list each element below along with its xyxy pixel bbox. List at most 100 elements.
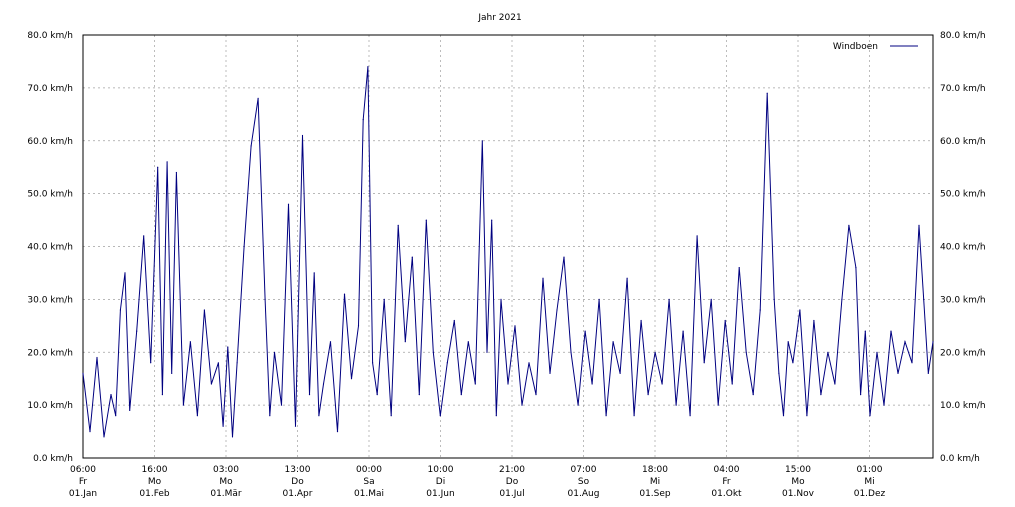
data-point — [308, 394, 311, 396]
y-tick-label-left: 70.0 km/h — [27, 84, 73, 94]
x-tick-label-day: Mo — [219, 477, 233, 487]
x-tick-label-day: Do — [506, 477, 519, 487]
data-point — [157, 166, 159, 168]
y-tick-label-right: 70.0 km/h — [940, 84, 986, 94]
data-point — [556, 309, 558, 311]
data-point — [119, 309, 121, 311]
data-point — [171, 372, 173, 374]
data-point — [612, 341, 614, 343]
x-tick-label-time: 13:00 — [285, 465, 311, 475]
data-point — [633, 415, 635, 417]
x-tick-label-day: Do — [291, 477, 304, 487]
x-tick-label-day: So — [578, 477, 590, 487]
data-point — [453, 319, 455, 322]
data-point — [103, 436, 105, 438]
data-point — [710, 298, 712, 300]
data-point — [273, 351, 276, 353]
x-tick-label-date: 01.Okt — [711, 489, 742, 499]
data-point — [619, 372, 621, 374]
data-point — [446, 362, 448, 364]
data-point — [404, 341, 406, 343]
x-tick-label-date: 01.Sep — [639, 489, 671, 499]
data-point — [696, 235, 698, 237]
data-point — [383, 298, 385, 300]
data-point — [654, 351, 656, 353]
data-point — [322, 383, 325, 385]
data-point — [329, 341, 332, 343]
x-tick-label-day: Fr — [79, 477, 88, 487]
x-tick-label-date: 01.Feb — [139, 489, 170, 499]
y-tick-label-left: 20.0 km/h — [27, 348, 73, 358]
data-point — [820, 394, 822, 396]
data-point — [491, 219, 493, 221]
x-tick-label-date: 01.Apr — [283, 489, 313, 499]
series-line-windboen — [82, 66, 934, 437]
data-point — [759, 309, 761, 311]
data-point — [860, 394, 862, 396]
data-point — [124, 272, 126, 274]
data-point — [203, 309, 205, 311]
x-tick-label-day: Fr — [722, 477, 731, 487]
data-point — [129, 409, 131, 411]
y-axis-left: 0.0 km/h 10.0 km/h 20.0 km/h 30.0 km/h 40.0 … — [27, 31, 73, 464]
data-point — [911, 362, 913, 364]
data-point — [752, 394, 754, 396]
data-point — [507, 383, 509, 385]
data-point — [640, 319, 642, 322]
data-point — [336, 431, 339, 433]
data-point — [813, 319, 815, 322]
y-tick-label-right: 50.0 km/h — [940, 190, 986, 200]
data-point — [932, 341, 934, 343]
x-tick-label-time: 07:00 — [571, 465, 597, 475]
data-point — [841, 298, 843, 300]
x-tick-label-time: 04:00 — [714, 465, 740, 475]
data-point — [96, 356, 98, 359]
data-point — [294, 425, 297, 427]
data-point — [787, 341, 789, 343]
x-tick-label-date: 01.Mär — [210, 489, 242, 499]
data-point — [217, 362, 219, 364]
data-point — [778, 372, 780, 374]
data-point — [577, 404, 579, 406]
data-point — [474, 383, 476, 385]
data-point — [411, 256, 413, 258]
data-point — [143, 235, 145, 237]
x-tick-label-time: 00:00 — [356, 465, 382, 475]
data-point — [535, 394, 537, 396]
data-point — [418, 394, 420, 396]
data-point — [390, 415, 392, 417]
data-point — [196, 415, 198, 417]
data-point — [210, 383, 212, 385]
data-point — [661, 383, 663, 385]
y-tick-label-left: 10.0 km/h — [27, 401, 73, 411]
data-point — [460, 394, 462, 396]
data-point — [731, 383, 733, 385]
data-point — [647, 394, 649, 396]
data-point — [82, 372, 84, 374]
x-tick-label-time: 15:00 — [785, 465, 811, 475]
series-group — [82, 66, 934, 438]
plot-frame — [82, 34, 934, 459]
data-point — [227, 346, 229, 348]
data-point — [257, 97, 259, 99]
data-point — [175, 171, 177, 174]
data-point — [738, 267, 740, 269]
data-point — [918, 224, 920, 226]
data-point — [250, 145, 252, 147]
data-point — [231, 436, 234, 438]
data-point — [598, 298, 600, 300]
data-point — [182, 404, 184, 406]
data-point — [486, 351, 488, 353]
x-tick-label-day: Sa — [363, 477, 374, 487]
x-tick-label-date: 01.Jan — [69, 489, 97, 499]
data-point — [166, 161, 168, 163]
chart-title: Jahr 2021 — [477, 13, 521, 23]
x-tick-label-day: Mi — [864, 477, 874, 487]
y-tick-label-left: 40.0 km/h — [27, 243, 73, 253]
x-tick-label-time: 10:00 — [428, 465, 454, 475]
data-point — [425, 219, 427, 221]
y-tick-label-left: 80.0 km/h — [27, 31, 73, 41]
data-point — [675, 404, 677, 406]
y-tick-label-left: 0.0 km/h — [33, 454, 73, 464]
x-axis: 06:00 Fr 01.Jan 16:00 Mo 01.Feb 03:00 Mo 01.Mär 1… — [69, 465, 886, 499]
